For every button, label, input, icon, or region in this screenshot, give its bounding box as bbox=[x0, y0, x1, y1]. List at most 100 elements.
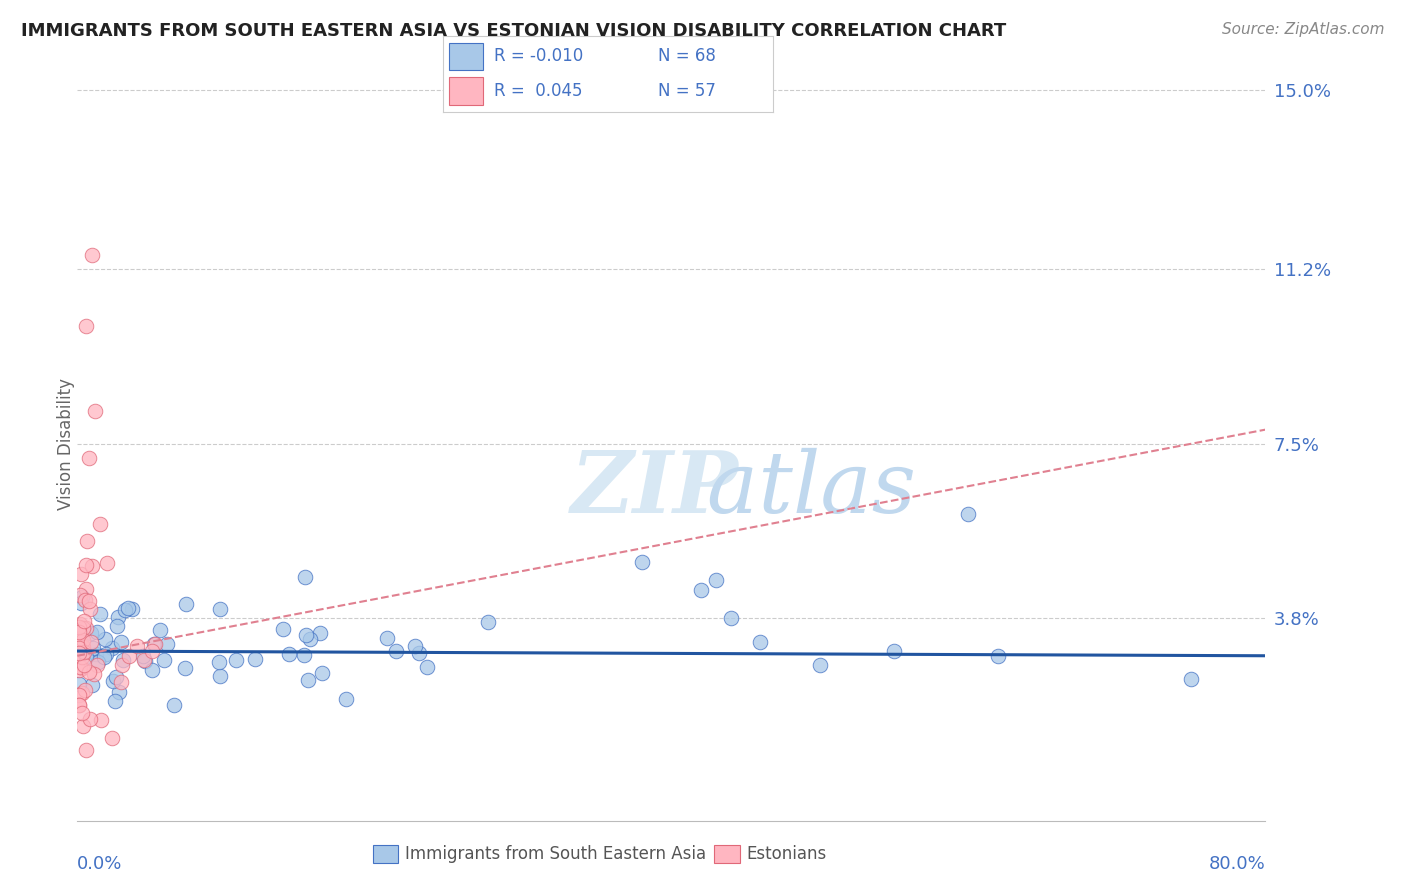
Point bbox=[101, 731, 124, 745]
Text: 0.0%: 0.0% bbox=[77, 855, 122, 872]
Point bbox=[77, 665, 100, 680]
Point bbox=[957, 508, 980, 522]
Point bbox=[101, 673, 124, 688]
Point bbox=[107, 610, 129, 624]
Point bbox=[70, 650, 93, 665]
Point bbox=[75, 582, 97, 596]
Point bbox=[207, 656, 229, 670]
Point bbox=[67, 640, 90, 655]
Point bbox=[79, 602, 101, 616]
Point bbox=[94, 647, 117, 661]
Point bbox=[72, 645, 94, 659]
Point bbox=[125, 640, 148, 654]
Point bbox=[67, 698, 90, 712]
Point bbox=[749, 634, 772, 648]
Point bbox=[86, 625, 108, 640]
Text: R = -0.010: R = -0.010 bbox=[494, 47, 583, 65]
Point bbox=[690, 582, 713, 597]
Point bbox=[82, 248, 104, 262]
Point bbox=[416, 659, 439, 673]
Point bbox=[89, 516, 111, 531]
Point bbox=[308, 626, 330, 640]
Point bbox=[298, 632, 321, 646]
Point bbox=[70, 639, 93, 653]
Text: Source: ZipAtlas.com: Source: ZipAtlas.com bbox=[1222, 22, 1385, 37]
Point bbox=[67, 647, 90, 661]
Point bbox=[143, 637, 166, 651]
Text: IMMIGRANTS FROM SOUTH EASTERN ASIA VS ESTONIAN VISION DISABILITY CORRELATION CHA: IMMIGRANTS FROM SOUTH EASTERN ASIA VS ES… bbox=[21, 22, 1007, 40]
Bar bbox=[450, 78, 482, 104]
Point bbox=[67, 698, 90, 713]
Text: Estonians: Estonians bbox=[747, 845, 827, 863]
Point bbox=[107, 619, 129, 633]
Point bbox=[72, 718, 94, 732]
Point bbox=[69, 567, 91, 582]
Bar bbox=[450, 43, 482, 70]
Point bbox=[73, 593, 96, 607]
Point bbox=[70, 590, 93, 604]
Point bbox=[132, 649, 155, 664]
Point bbox=[630, 555, 652, 569]
Point bbox=[121, 601, 143, 615]
Point bbox=[153, 652, 176, 666]
Point bbox=[70, 630, 93, 644]
Point bbox=[384, 644, 406, 658]
Point bbox=[149, 624, 172, 638]
Point bbox=[75, 318, 97, 333]
Point bbox=[80, 678, 103, 692]
Text: N = 68: N = 68 bbox=[658, 47, 716, 65]
Point bbox=[104, 670, 127, 684]
Point bbox=[72, 621, 94, 635]
Text: atlas: atlas bbox=[571, 448, 917, 531]
Point bbox=[225, 652, 247, 666]
Point bbox=[477, 615, 499, 630]
Point bbox=[100, 641, 122, 656]
Text: R =  0.045: R = 0.045 bbox=[494, 82, 582, 100]
Point bbox=[84, 647, 107, 661]
Point bbox=[134, 653, 156, 667]
Point bbox=[96, 556, 118, 570]
Point bbox=[883, 644, 905, 658]
Point bbox=[69, 660, 91, 674]
Point bbox=[294, 569, 316, 583]
Point bbox=[134, 655, 156, 669]
Point bbox=[90, 713, 112, 727]
Point bbox=[67, 638, 90, 652]
Point bbox=[112, 653, 135, 667]
Point bbox=[76, 533, 98, 548]
Text: ZIP: ZIP bbox=[571, 447, 738, 531]
Point bbox=[80, 625, 103, 640]
Point bbox=[987, 648, 1010, 663]
Point bbox=[141, 663, 163, 677]
Point bbox=[294, 628, 316, 642]
Point bbox=[156, 637, 179, 651]
Y-axis label: Vision Disability: Vision Disability bbox=[58, 378, 75, 509]
Point bbox=[141, 644, 163, 658]
Point bbox=[72, 640, 94, 654]
Point bbox=[70, 660, 93, 674]
Point bbox=[75, 650, 97, 665]
Point bbox=[70, 706, 93, 720]
Point bbox=[75, 558, 97, 572]
Point bbox=[82, 640, 104, 655]
Point bbox=[375, 631, 398, 645]
Point bbox=[84, 404, 107, 418]
Point bbox=[117, 600, 139, 615]
Point bbox=[69, 588, 91, 602]
Point bbox=[808, 658, 831, 673]
Point bbox=[82, 559, 104, 574]
Point bbox=[163, 698, 186, 712]
Point bbox=[67, 632, 90, 646]
Point bbox=[67, 663, 90, 677]
Point bbox=[67, 625, 90, 640]
Text: N = 57: N = 57 bbox=[658, 82, 716, 100]
Point bbox=[94, 632, 117, 647]
Point bbox=[104, 694, 127, 708]
Point bbox=[278, 647, 301, 661]
Point bbox=[297, 673, 319, 687]
Text: Immigrants from South Eastern Asia: Immigrants from South Eastern Asia bbox=[405, 845, 706, 863]
Point bbox=[245, 652, 267, 666]
Point bbox=[93, 649, 115, 664]
Point bbox=[174, 597, 197, 611]
Point bbox=[110, 675, 132, 690]
